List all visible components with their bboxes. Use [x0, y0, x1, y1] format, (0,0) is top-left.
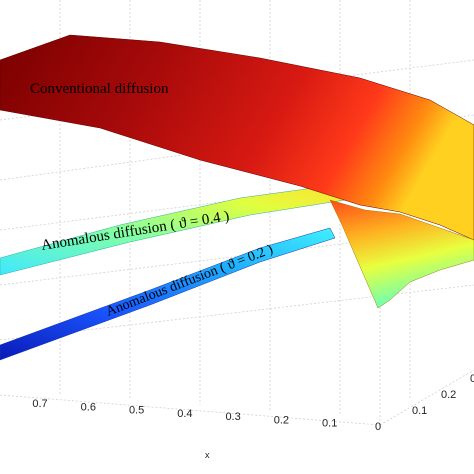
y-axis-ticks: 0.1 0.2 0.3: [412, 373, 474, 417]
label-anomalous-0-4: Anomalous diffusion ( ϑ = 0.4 ): [40, 208, 230, 254]
surface-anomalous-0-2: [0, 227, 336, 361]
x-tick-label: 0.7: [32, 398, 47, 410]
surface-conventional: [0, 34, 474, 241]
x-axis-ticks: 0.7 0.6 0.5 0.4 0.3 0.2 0.1 0: [32, 398, 381, 433]
x-tick-label: 0.5: [129, 405, 144, 417]
surface-conventional-edge: [329, 199, 474, 309]
label-conventional: Conventional diffusion: [30, 81, 169, 97]
x-tick-label: 0.1: [322, 418, 337, 430]
y-tick-label: 0.1: [412, 405, 427, 417]
x-axis-label: x: [205, 450, 210, 460]
x-tick-label: 0: [375, 421, 381, 433]
x-tick-label: 0.4: [177, 408, 192, 420]
y-tick-label: 0.3: [470, 373, 474, 385]
y-tick-label: 0.2: [441, 389, 456, 401]
x-tick-label: 0.3: [225, 411, 240, 423]
x-tick-label: 0.2: [274, 414, 289, 426]
x-tick-label: 0.6: [81, 401, 96, 413]
